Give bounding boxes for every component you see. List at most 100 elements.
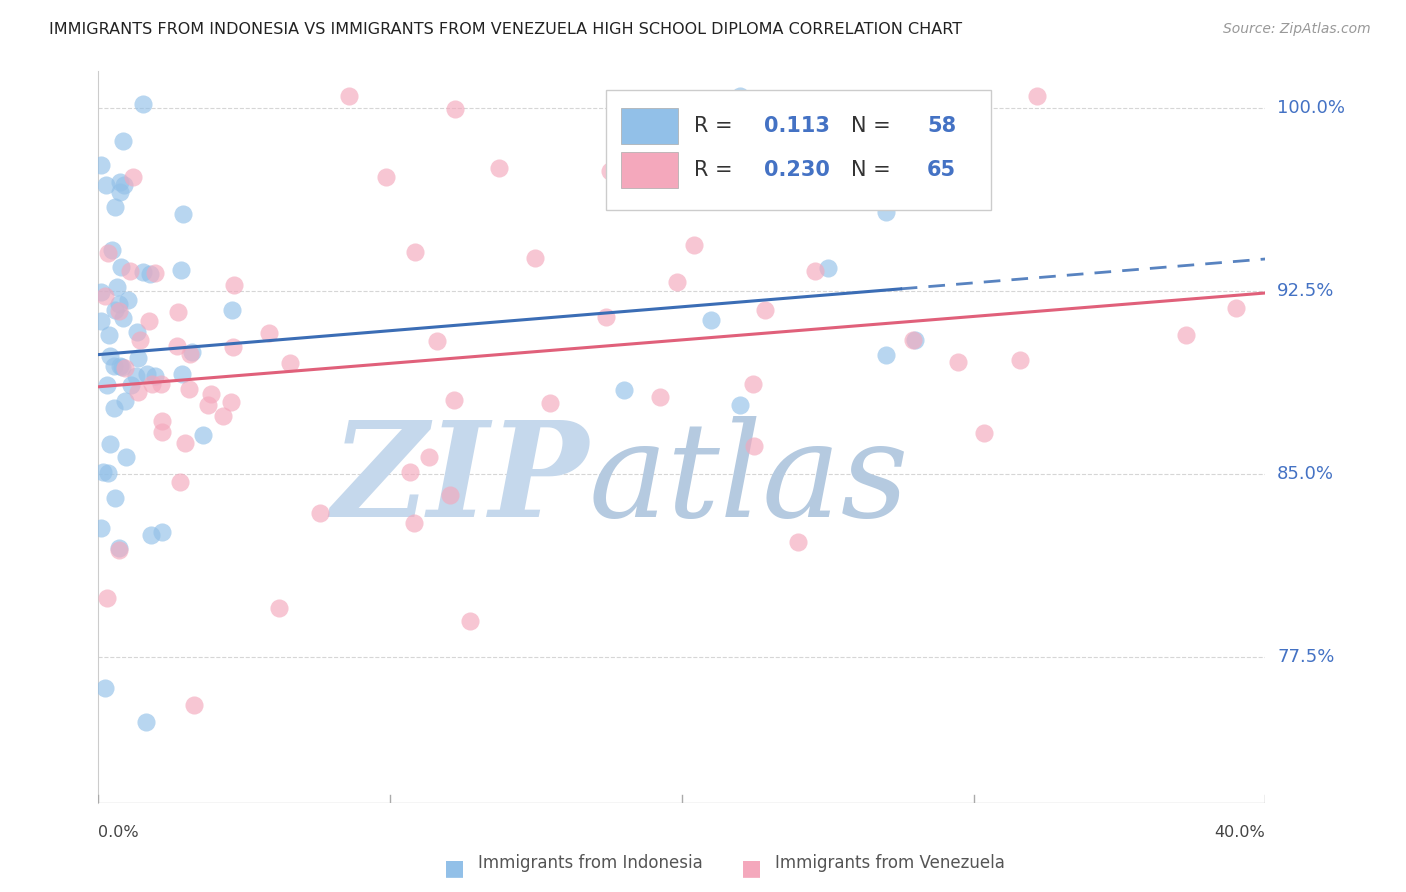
- Text: 85.0%: 85.0%: [1277, 465, 1334, 483]
- Point: [100, 243, 122, 257]
- Point: [904, 333, 927, 347]
- Point: [212, 409, 235, 423]
- Point: [150, 414, 173, 428]
- Text: ■: ■: [444, 858, 465, 878]
- Point: [665, 275, 688, 289]
- Point: [149, 376, 172, 391]
- Point: [426, 334, 449, 348]
- Point: [138, 267, 160, 281]
- Point: [136, 367, 159, 381]
- Point: [754, 303, 776, 318]
- Point: [107, 303, 129, 318]
- Point: [183, 698, 205, 713]
- Text: ZIP: ZIP: [332, 417, 589, 546]
- Point: [267, 600, 290, 615]
- Point: [682, 238, 704, 252]
- Point: [1026, 88, 1049, 103]
- Point: [141, 376, 163, 391]
- Point: [143, 266, 166, 280]
- Point: [96, 378, 118, 392]
- Point: [127, 385, 149, 400]
- Point: [138, 314, 160, 328]
- Point: [166, 339, 188, 353]
- Point: [166, 305, 188, 319]
- Point: [179, 347, 201, 361]
- Text: Source: ZipAtlas.com: Source: ZipAtlas.com: [1223, 22, 1371, 37]
- Point: [875, 348, 897, 362]
- Point: [648, 390, 671, 404]
- FancyBboxPatch shape: [621, 108, 679, 145]
- Point: [221, 303, 243, 318]
- Point: [145, 369, 167, 384]
- Point: [128, 334, 150, 348]
- Point: [97, 466, 120, 480]
- Point: [112, 178, 135, 192]
- Point: [132, 265, 155, 279]
- Text: Immigrants from Venezuela: Immigrants from Venezuela: [775, 854, 1005, 872]
- Point: [744, 439, 766, 453]
- Point: [120, 378, 142, 392]
- Point: [787, 534, 810, 549]
- Point: [938, 186, 960, 201]
- Point: [103, 401, 125, 416]
- Point: [90, 285, 112, 300]
- Point: [108, 543, 131, 558]
- Text: R =: R =: [693, 160, 738, 180]
- Point: [197, 399, 219, 413]
- Point: [172, 367, 194, 381]
- Point: [90, 521, 112, 535]
- FancyBboxPatch shape: [621, 153, 679, 188]
- Point: [700, 313, 723, 327]
- Point: [222, 340, 245, 354]
- Point: [278, 356, 301, 370]
- Point: [150, 425, 173, 439]
- Point: [111, 310, 134, 325]
- Point: [538, 396, 561, 410]
- Point: [132, 97, 155, 112]
- Point: [96, 178, 118, 193]
- Point: [1225, 301, 1247, 315]
- Point: [375, 169, 398, 184]
- Point: [98, 327, 121, 342]
- Point: [524, 252, 547, 266]
- Point: [730, 88, 752, 103]
- Point: [308, 506, 330, 520]
- Point: [612, 384, 634, 398]
- Point: [174, 436, 197, 450]
- Point: [127, 351, 149, 365]
- Point: [107, 297, 129, 311]
- Point: [172, 207, 194, 221]
- Point: [730, 398, 752, 412]
- Text: atlas: atlas: [589, 417, 910, 546]
- Point: [104, 200, 127, 214]
- Point: [115, 450, 138, 464]
- Point: [337, 88, 360, 103]
- Point: [200, 387, 222, 401]
- Point: [177, 382, 200, 396]
- Point: [219, 395, 242, 409]
- Point: [94, 681, 117, 696]
- Point: [105, 279, 128, 293]
- Text: 0.230: 0.230: [763, 160, 830, 180]
- Text: 100.0%: 100.0%: [1277, 99, 1346, 117]
- Point: [443, 393, 465, 408]
- Point: [90, 158, 112, 172]
- Point: [98, 349, 121, 363]
- Text: 77.5%: 77.5%: [1277, 648, 1334, 665]
- Point: [103, 359, 125, 373]
- Point: [804, 264, 827, 278]
- Point: [599, 164, 621, 178]
- Point: [404, 244, 426, 259]
- Point: [901, 333, 924, 347]
- Point: [93, 465, 115, 479]
- Point: [973, 425, 995, 440]
- Point: [117, 293, 139, 308]
- Point: [150, 525, 173, 540]
- Text: IMMIGRANTS FROM INDONESIA VS IMMIGRANTS FROM VENEZUELA HIGH SCHOOL DIPLOMA CORRE: IMMIGRANTS FROM INDONESIA VS IMMIGRANTS …: [49, 22, 962, 37]
- Text: Immigrants from Indonesia: Immigrants from Indonesia: [478, 854, 703, 872]
- Point: [141, 528, 163, 542]
- Point: [402, 516, 425, 530]
- Text: N =: N =: [851, 116, 891, 136]
- Point: [108, 359, 131, 373]
- Point: [94, 289, 117, 303]
